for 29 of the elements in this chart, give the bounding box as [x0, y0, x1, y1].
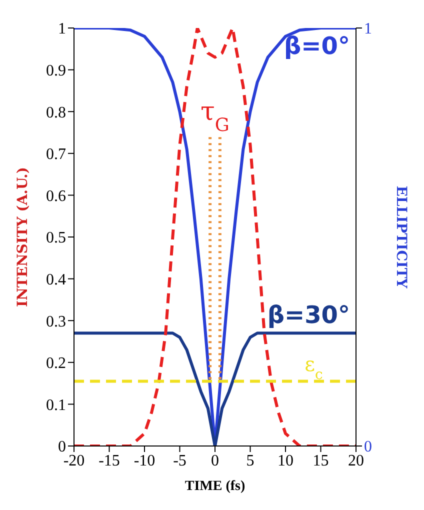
x-tick-label: 5 — [246, 452, 254, 470]
y2-axis-title: ELLIPTICITY — [393, 186, 410, 290]
y-tick-label: 0.9 — [46, 62, 66, 80]
series-label: β=0° — [284, 32, 350, 60]
x-tick-label: -20 — [63, 452, 85, 470]
y-tick-label: 0.6 — [46, 188, 66, 205]
x-tick-label: -10 — [134, 452, 156, 470]
y-tick-label: 0 — [58, 438, 66, 456]
y-tick-label: 0.5 — [46, 230, 66, 247]
x-tick-label: -5 — [173, 452, 186, 470]
y-tick-label: 0.1 — [46, 396, 66, 414]
x-tick-label: 15 — [312, 452, 329, 470]
series-label: β=30° — [267, 301, 350, 330]
x-tick-label: 20 — [348, 452, 364, 470]
x-tick-label: 10 — [278, 452, 294, 470]
y-tick-label: 0.3 — [46, 313, 66, 330]
x-tick-label: -15 — [98, 452, 120, 470]
y2-tick-label: 1 — [364, 20, 372, 38]
x-tick-label: 0 — [211, 452, 219, 470]
y-tick-label: 0.8 — [46, 104, 66, 122]
y-tick-label: 0.4 — [46, 271, 66, 288]
y-axis-title: INTENSITY (A.U.) — [14, 167, 31, 307]
x-axis-title: TIME (fs) — [184, 479, 246, 494]
y-tick-label: 0.2 — [46, 355, 66, 372]
y2-tick-label: 0 — [364, 438, 372, 456]
annotation: τ$_{G}$ — [200, 96, 230, 136]
y-tick-label: 1 — [58, 20, 66, 38]
y-tick-label: 0.7 — [46, 146, 66, 164]
ref-line-label: ε$_{c}$ — [304, 352, 323, 384]
